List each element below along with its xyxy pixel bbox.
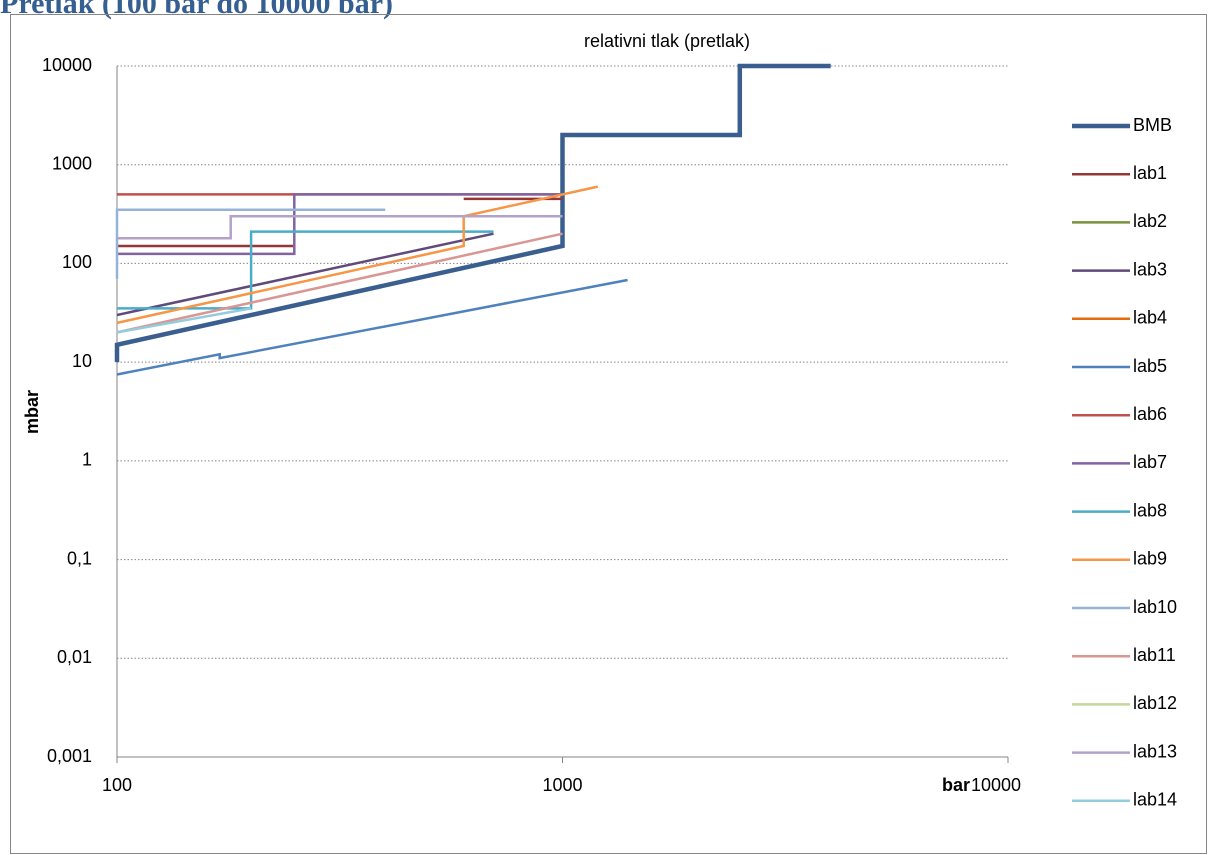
series-line bbox=[114, 63, 831, 363]
x-tick-label: 1000 bbox=[542, 775, 582, 795]
series-line bbox=[117, 230, 494, 310]
y-tick-label: 1000 bbox=[52, 153, 92, 173]
y-tick-label: 100 bbox=[62, 252, 92, 272]
y-tick-label: 10000 bbox=[42, 55, 92, 75]
series-line bbox=[115, 208, 386, 279]
y-tick-label: 0,01 bbox=[57, 647, 92, 667]
legend-label: lab11 bbox=[1133, 645, 1176, 665]
x-tick-label: 10000 bbox=[971, 775, 1021, 795]
series-line bbox=[116, 278, 628, 376]
page-heading: Pretlak (100 bar do 10000 bar) bbox=[0, 0, 393, 20]
x-tick-label: 100 bbox=[102, 775, 132, 795]
series-line bbox=[116, 307, 252, 334]
chart-frame bbox=[10, 14, 1207, 854]
y-tick-label: 0,1 bbox=[67, 548, 92, 568]
series-line bbox=[117, 193, 563, 256]
legend-label: lab4 bbox=[1133, 308, 1167, 328]
legend-label: lab8 bbox=[1133, 500, 1167, 520]
legend-label: lab5 bbox=[1133, 356, 1167, 376]
y-tick-label: 1 bbox=[82, 450, 92, 470]
legend-label: lab10 bbox=[1133, 597, 1177, 617]
legend-label: lab6 bbox=[1133, 404, 1167, 424]
series-line bbox=[116, 232, 563, 334]
legend-label: lab13 bbox=[1133, 741, 1177, 761]
legend-label: lab1 bbox=[1133, 163, 1167, 183]
series-line bbox=[117, 215, 563, 240]
series-line bbox=[116, 232, 494, 317]
legend-label: BMB bbox=[1133, 115, 1172, 135]
y-tick-label: 10 bbox=[72, 351, 92, 371]
y-tick-label: 0,001 bbox=[47, 746, 92, 766]
legend-label: lab3 bbox=[1133, 259, 1167, 279]
legend-label: lab9 bbox=[1133, 549, 1167, 569]
legend-label: lab12 bbox=[1133, 693, 1177, 713]
y-axis-label: mbar bbox=[22, 390, 42, 434]
chart-title: relativni tlak (pretlak) bbox=[584, 31, 750, 51]
legend-label: lab7 bbox=[1133, 452, 1167, 472]
x-axis-label: bar bbox=[942, 775, 970, 795]
legend-label: lab2 bbox=[1133, 211, 1167, 231]
legend-label: lab14 bbox=[1133, 790, 1177, 810]
series-line bbox=[116, 185, 599, 325]
